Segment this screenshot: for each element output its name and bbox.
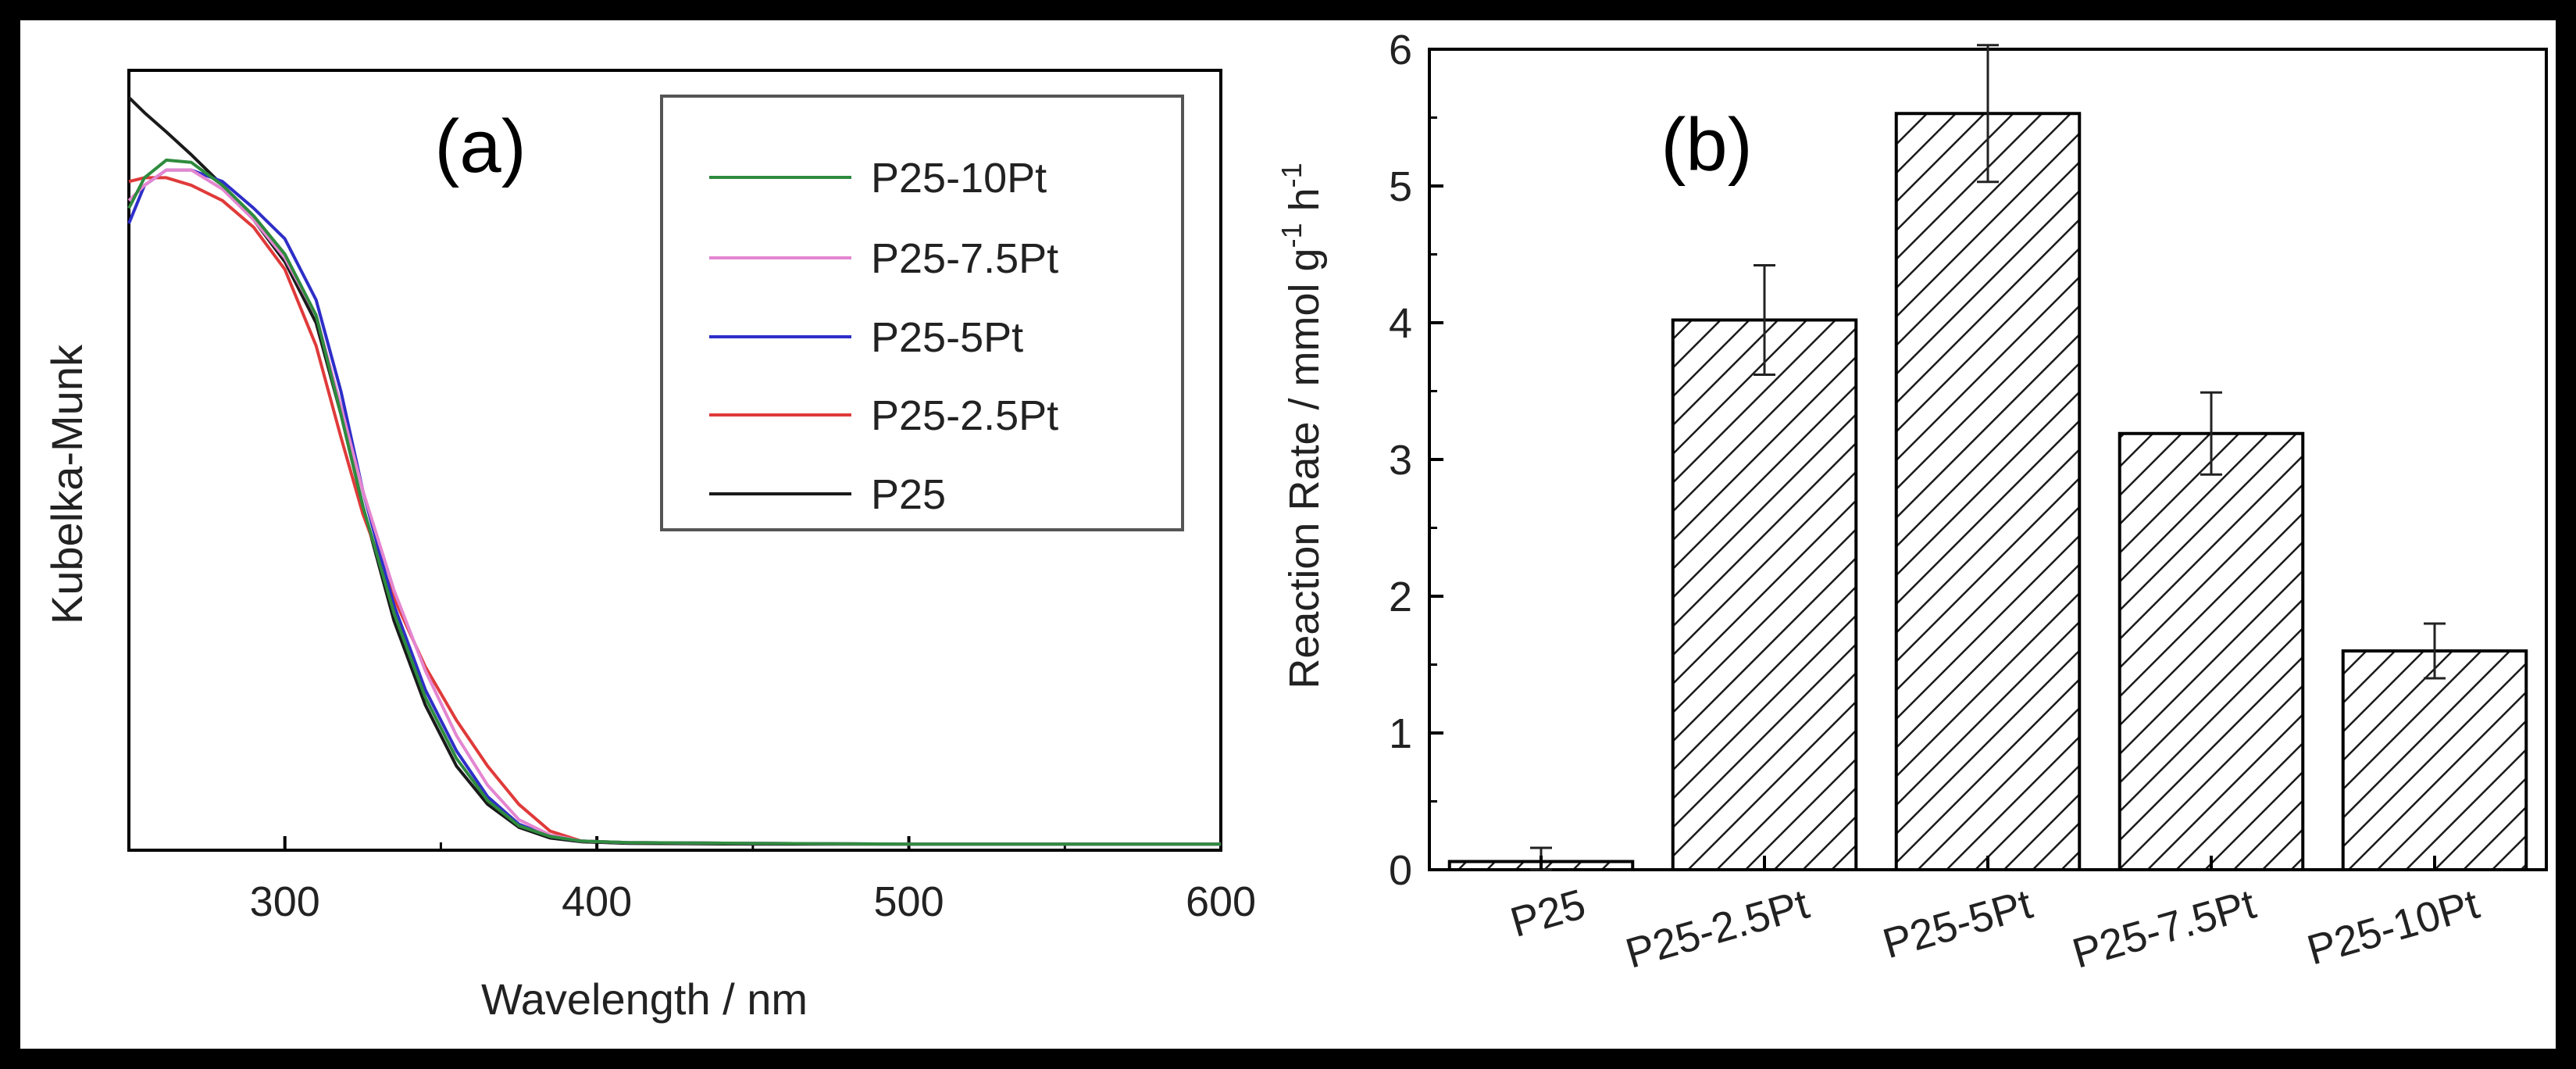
panel-a-legend: P25-10Pt P25-7.5Pt P25-5Pt P25-2.5Pt P25 (660, 95, 1184, 531)
panel-b-category-labels: P25 P25-2.5Pt P25-5Pt P25-7.5Pt P25-10Pt (1505, 856, 2484, 978)
error-bar-p25-2-5pt (1754, 264, 1775, 376)
panel-b-y-tick-label-6: 6 (1389, 27, 1412, 73)
panel-a-plot-frame (127, 69, 1222, 852)
legend-label-p25-10pt: P25-10Pt (871, 155, 1047, 202)
bar-p25-5pt (1894, 112, 2082, 871)
panel-a-x-axis-label: Wavelength / nm (481, 974, 808, 1024)
category-label-p25-10pt: P25-10Pt (2302, 881, 2484, 974)
panel-a-y-axis-label: Kubelka-Munk (42, 344, 91, 624)
bar-p25-10pt (2341, 649, 2528, 871)
panel-b-y-ticks: 0 1 2 3 4 5 6 (1389, 27, 1443, 894)
legend-label-p25-7-5pt: P25-7.5Pt (871, 235, 1058, 282)
error-bar-p25-5pt (1977, 44, 1999, 184)
y-label-sup-1: -1 (1276, 223, 1308, 248)
panel-a-x-ticks: 300 400 500 600 (127, 836, 1256, 925)
panel-b-reaction-rate-chart: 0 1 2 3 4 5 6 P25 P25-2.5Pt P25-5Pt P25-7.5Pt P25-… (1276, 27, 2548, 978)
panel-b-y-tick-label-2: 2 (1389, 574, 1412, 620)
y-label-sup-2: -1 (1276, 163, 1308, 188)
panel-b-y-tick-label-3: 3 (1389, 437, 1412, 484)
bar-p25-7-5pt (2118, 431, 2305, 871)
category-label-p25-2-5pt: P25-2.5Pt (1621, 881, 1814, 978)
panel-a-x-tick-label-400: 400 (562, 878, 632, 925)
category-label-p25: P25 (1505, 881, 1590, 946)
panel-a-x-tick-label-300: 300 (250, 878, 320, 925)
panel-b-y-axis-label: Reaction Rate / mmol g-1 h-1 (1276, 163, 1328, 688)
panel-b-y-tick-label-1: 1 (1389, 710, 1412, 757)
y-label-mid: h (1281, 188, 1328, 223)
category-label-p25-5pt: P25-5Pt (1878, 881, 2037, 967)
panel-b-y-tick-label-0: 0 (1389, 847, 1412, 894)
legend-box (660, 95, 1184, 531)
y-label-main: Reaction Rate / mmol g (1281, 248, 1328, 688)
panel-b-y-tick-label-5: 5 (1389, 163, 1412, 210)
category-label-p25-7-5pt: P25-7.5Pt (2068, 881, 2260, 978)
panel-b-y-tick-label-4: 4 (1389, 300, 1412, 347)
panel-b-label: (b) (1661, 103, 1752, 187)
legend-label-p25: P25 (871, 471, 946, 518)
panel-a-spectra-chart: 300 400 500 600 (a) Kubelka-Munk Wavelength… (42, 69, 1256, 1024)
panel-a-series-lines (127, 96, 1221, 846)
legend-label-p25-2-5pt: P25-2.5Pt (871, 392, 1058, 439)
legend-label-p25-5pt: P25-5Pt (871, 314, 1023, 361)
error-bar-p25-10pt (2424, 622, 2446, 680)
panel-a-x-tick-label-500: 500 (874, 878, 944, 925)
panel-a-x-tick-label-600: 600 (1186, 878, 1256, 925)
panel-a-label: (a) (434, 105, 526, 188)
series-line-p25-10pt (127, 158, 1221, 846)
bar-p25-2-5pt (1671, 318, 1858, 871)
error-bar-p25-7-5pt (2200, 391, 2222, 476)
panel-b-bars (1447, 44, 2528, 871)
